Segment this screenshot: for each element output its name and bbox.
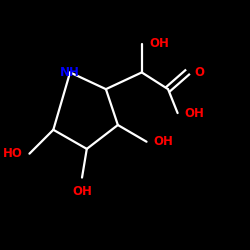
Text: OH: OH bbox=[154, 135, 174, 148]
Text: HO: HO bbox=[2, 147, 22, 160]
Text: OH: OH bbox=[149, 37, 169, 50]
Text: OH: OH bbox=[185, 106, 205, 120]
Text: O: O bbox=[194, 66, 204, 79]
Text: NH: NH bbox=[60, 66, 80, 79]
Text: OH: OH bbox=[72, 185, 92, 198]
